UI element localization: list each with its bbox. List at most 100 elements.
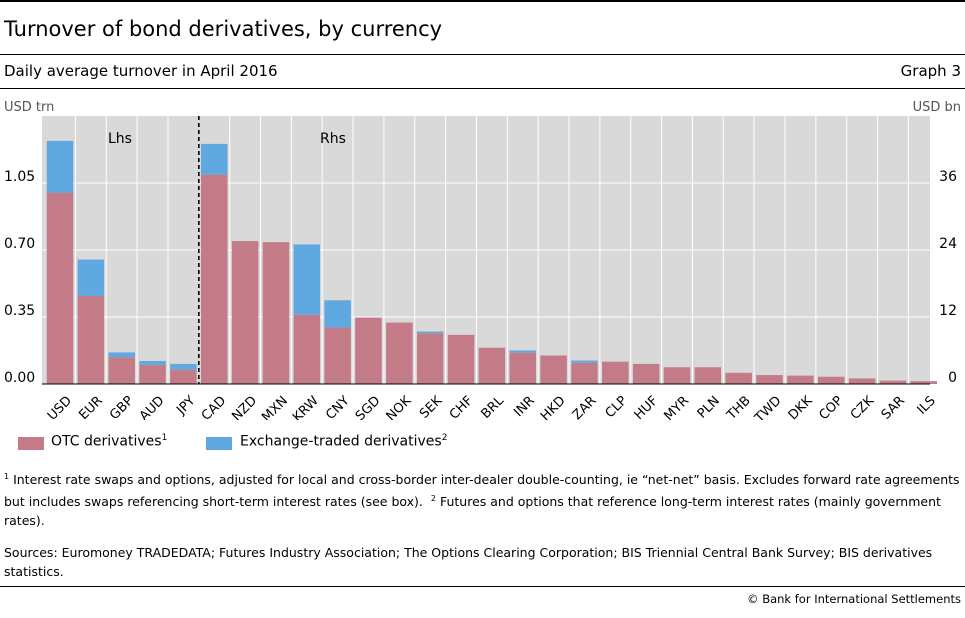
bar-otc-sek [416, 333, 444, 384]
bar-otc-myr [663, 367, 691, 384]
x-axis-tick-label: MXN [259, 393, 291, 420]
bar-otc-pln [694, 367, 722, 384]
x-axis-tick-label: EUR [76, 393, 106, 420]
bar-otc-nok [386, 322, 413, 384]
bar-exchange-cad [201, 143, 228, 175]
legend-exchange-footnote-marker: 2 [441, 433, 448, 443]
x-axis-tick-label: NZD [229, 393, 260, 420]
right-panel-annotation: Rhs [320, 131, 346, 147]
x-axis-tick-label: USD [45, 393, 75, 420]
bar-otc-ils [910, 381, 938, 384]
left-axis-tick-label: 0.70 [4, 236, 35, 252]
legend-exchange-label: Exchange-traded derivatives [240, 433, 442, 450]
bar-otc-sar [879, 380, 907, 384]
bar-exchange-eur [77, 259, 105, 296]
footnote-2-marker: 2 [430, 494, 436, 504]
footnote-1-marker: 1 [4, 472, 10, 481]
bar-otc-eur [77, 295, 105, 384]
bar-exchange-jpy [170, 363, 197, 370]
top-rule [0, 0, 965, 2]
x-axis-tick-label: SAR [879, 393, 908, 420]
right-axis-tick-label: 12 [939, 303, 957, 319]
bar-otc-czk [848, 378, 876, 384]
plot-area: 0.00 0.35 0.70 1.05 0 12 24 36 USD EUR GBP AUD JPY CA… [4, 116, 957, 420]
x-axis-tick-label: MYR [661, 393, 692, 420]
x-axis-tick-label: SEK [417, 393, 446, 420]
x-axis-tick-label: PLN [695, 393, 723, 420]
bar-otc-aud [139, 364, 166, 384]
bar-otc-nzd [231, 241, 259, 384]
bar-otc-zar [571, 362, 598, 384]
x-axis-tick-label: DKK [786, 393, 816, 420]
bottom-rule [0, 586, 965, 587]
right-axis-tick-label: 24 [939, 236, 957, 252]
bar-chart: 0.00 0.35 0.70 1.05 0 12 24 36 USD EUR GBP AUD JPY CA… [4, 100, 961, 420]
x-axis-tick-label: ZAR [570, 393, 600, 420]
bar-exchange-inr [509, 350, 536, 353]
legend-otc: OTC derivatives1 [51, 433, 167, 450]
footnote-1-text: Interest rate swaps and options, adjuste… [4, 472, 960, 510]
x-axis-tick-label: BRL [479, 393, 508, 420]
graph-number: Graph 3 [900, 62, 961, 80]
bar-otc-dkk [787, 375, 814, 384]
x-axis-tick-label: CZK [848, 393, 878, 420]
footnote-2-text: Futures and options that reference long-… [4, 494, 941, 529]
left-axis-unit-label: USD trn [4, 100, 54, 115]
left-panel-annotation: Lhs [108, 131, 132, 147]
x-axis-tick-label: INR [511, 393, 538, 420]
x-axis-tick-label: HKD [538, 393, 569, 420]
bar-otc-brl [478, 347, 506, 384]
subtitle-rule [0, 88, 965, 89]
legend-otc-footnote-marker: 1 [161, 433, 168, 443]
bar-otc-thb [725, 372, 752, 384]
bar-otc-inr [509, 352, 536, 384]
bar-exchange-gbp [108, 352, 135, 358]
bar-exchange-sek [416, 331, 444, 334]
bar-otc-twd [756, 375, 783, 384]
right-axis-tick-label: 0 [948, 370, 957, 386]
bar-exchange-krw [293, 244, 321, 315]
x-axis-tick-label: CHF [447, 393, 476, 420]
x-axis-tick-label: AUD [137, 393, 168, 420]
x-axis-tick-label: JPY [173, 393, 198, 418]
legend-exchange-swatch [206, 437, 232, 450]
bar-otc-usd [46, 192, 74, 384]
x-axis-tick-label: HUF [632, 393, 662, 420]
bar-otc-jpy [170, 369, 197, 384]
footnotes: 1 Interest rate swaps and options, adjus… [4, 467, 961, 530]
bar-otc-cny [324, 327, 351, 384]
left-axis-tick-label: 0.35 [4, 303, 35, 319]
title-rule [0, 54, 965, 55]
right-axis-tick-label: 36 [939, 169, 957, 185]
x-axis-tick-label: COP [816, 393, 846, 420]
bar-otc-chf [447, 334, 475, 384]
right-axis-unit-label: USD bn [913, 100, 961, 115]
bar-exchange-zar [571, 360, 598, 363]
x-axis-tick-label: CAD [199, 393, 229, 420]
x-axis-tick-label: SGD [353, 393, 384, 420]
legend-otc-label: OTC derivatives [51, 433, 162, 450]
bar-otc-mxn [262, 242, 290, 384]
x-axis-tick-label: GBP [107, 393, 137, 420]
x-axis-tick-label: NOK [384, 393, 415, 420]
bar-otc-cad [201, 174, 228, 384]
left-axis-tick-label: 0.00 [4, 370, 35, 386]
chart-subtitle: Daily average turnover in April 2016 [4, 62, 278, 80]
left-axis-tick-label: 1.05 [4, 169, 35, 185]
bar-otc-sgd [355, 317, 382, 384]
bar-otc-cop [818, 376, 845, 384]
bar-exchange-aud [139, 361, 166, 365]
x-axis-tick-label: CLP [603, 393, 631, 420]
chart-title: Turnover of bond derivatives, by currenc… [4, 17, 443, 41]
sources-note: Sources: Euromoney TRADEDATA; Futures In… [4, 545, 933, 579]
bar-otc-huf [632, 363, 660, 384]
legend-otc-swatch [18, 437, 44, 450]
x-axis-tick-label: CNY [323, 393, 353, 420]
bar-otc-gbp [108, 357, 135, 384]
x-axis-tick-label: TWD [751, 393, 784, 420]
x-axis-tick-label: ILS [915, 393, 939, 417]
bar-exchange-usd [46, 140, 74, 193]
copyright-credit: © Bank for International Settlements [747, 592, 961, 606]
x-axis-tick-label: THB [724, 393, 754, 420]
legend-exchange: Exchange-traded derivatives2 [240, 433, 447, 450]
